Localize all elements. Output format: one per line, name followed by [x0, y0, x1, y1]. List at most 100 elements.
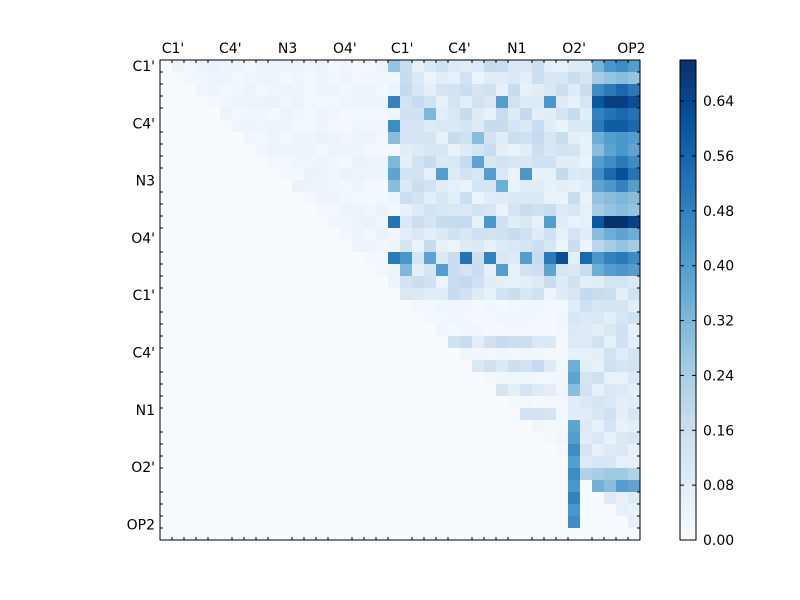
heatmap-cell	[508, 84, 521, 97]
heatmap-cell	[304, 240, 317, 253]
heatmap-cell	[484, 276, 497, 289]
heatmap-cell	[520, 456, 533, 469]
heatmap-cell	[580, 468, 593, 481]
heatmap-cell	[508, 528, 521, 541]
heatmap-cell	[316, 300, 329, 313]
heatmap-cell	[172, 204, 185, 217]
heatmap-cell	[364, 168, 377, 181]
heatmap-cell	[508, 192, 521, 205]
y-tick-label: C4'	[132, 346, 155, 362]
heatmap-cell	[388, 516, 401, 529]
heatmap-cell	[544, 216, 557, 229]
heatmap-cell	[412, 396, 425, 409]
heatmap-cell	[328, 384, 341, 397]
heatmap-cell	[616, 168, 629, 181]
colorbar-tick-label: 0.64	[703, 94, 734, 110]
heatmap-cell	[340, 384, 353, 397]
heatmap-cell	[184, 108, 197, 121]
heatmap-cell	[376, 300, 389, 313]
heatmap-cell	[184, 180, 197, 193]
heatmap-cell	[196, 480, 209, 493]
heatmap-cell	[472, 468, 485, 481]
heatmap-cell	[352, 204, 365, 217]
heatmap-cell	[436, 312, 449, 325]
heatmap-cell	[208, 168, 221, 181]
heatmap-cell	[520, 504, 533, 517]
heatmap-cell	[172, 180, 185, 193]
heatmap-cell	[304, 468, 317, 481]
heatmap-cell	[580, 84, 593, 97]
heatmap-cell	[628, 348, 641, 361]
heatmap-cell	[400, 504, 413, 517]
heatmap-cell	[520, 204, 533, 217]
heatmap-cell	[532, 372, 545, 385]
heatmap-cell	[532, 156, 545, 169]
heatmap-cell	[256, 324, 269, 337]
heatmap-cell	[592, 228, 605, 241]
heatmap-cell	[460, 396, 473, 409]
heatmap-cell	[172, 240, 185, 253]
heatmap-cell	[328, 96, 341, 109]
heatmap-cell	[520, 420, 533, 433]
heatmap-cell	[376, 384, 389, 397]
heatmap-cell	[436, 420, 449, 433]
heatmap-cell	[568, 288, 581, 301]
heatmap-cell	[472, 216, 485, 229]
heatmap-cell	[268, 420, 281, 433]
heatmap-cell	[568, 228, 581, 241]
heatmap-cell	[568, 252, 581, 265]
heatmap-cell	[304, 60, 317, 73]
heatmap-cell	[544, 132, 557, 145]
heatmap-cell	[352, 456, 365, 469]
heatmap-cell	[628, 432, 641, 445]
heatmap-cell	[448, 96, 461, 109]
heatmap-cell	[316, 516, 329, 529]
heatmap-cell	[424, 372, 437, 385]
heatmap-cell	[628, 120, 641, 133]
heatmap-cell	[268, 264, 281, 277]
heatmap-cell	[292, 252, 305, 265]
heatmap-cell	[412, 168, 425, 181]
heatmap-cell	[580, 300, 593, 313]
heatmap-cell	[580, 504, 593, 517]
heatmap-cell	[472, 324, 485, 337]
heatmap-cell	[376, 108, 389, 121]
heatmap-cell	[532, 252, 545, 265]
heatmap-cell	[280, 96, 293, 109]
heatmap-cell	[196, 180, 209, 193]
heatmap-cell	[196, 216, 209, 229]
heatmap-cell	[484, 516, 497, 529]
heatmap-cell	[232, 480, 245, 493]
heatmap-cell	[556, 264, 569, 277]
heatmap-cell	[532, 120, 545, 133]
heatmap-cell	[544, 204, 557, 217]
heatmap-cell	[292, 348, 305, 361]
heatmap-cell	[160, 372, 173, 385]
heatmap-cell	[400, 516, 413, 529]
heatmap-cell	[604, 288, 617, 301]
heatmap-cell	[592, 144, 605, 157]
heatmap-cell	[568, 96, 581, 109]
heatmap-cell	[352, 156, 365, 169]
heatmap-cell	[388, 312, 401, 325]
heatmap-cell	[448, 192, 461, 205]
heatmap-cell	[556, 72, 569, 85]
heatmap-cell	[208, 312, 221, 325]
heatmap-cell	[328, 312, 341, 325]
heatmap-cell	[580, 108, 593, 121]
heatmap-cell	[184, 216, 197, 229]
heatmap-cell	[268, 324, 281, 337]
heatmap-cell	[280, 60, 293, 73]
heatmap-cell	[508, 372, 521, 385]
heatmap-cell	[256, 192, 269, 205]
heatmap-cell	[232, 348, 245, 361]
heatmap-cell	[472, 420, 485, 433]
heatmap-cell	[436, 300, 449, 313]
heatmap-cell	[364, 528, 377, 541]
heatmap-cell	[424, 528, 437, 541]
heatmap-cell	[388, 228, 401, 241]
heatmap-cell	[520, 492, 533, 505]
heatmap-cell	[268, 252, 281, 265]
heatmap-cell	[616, 192, 629, 205]
heatmap-cell	[196, 324, 209, 337]
